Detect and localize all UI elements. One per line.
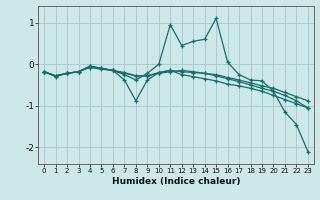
X-axis label: Humidex (Indice chaleur): Humidex (Indice chaleur) [112,177,240,186]
